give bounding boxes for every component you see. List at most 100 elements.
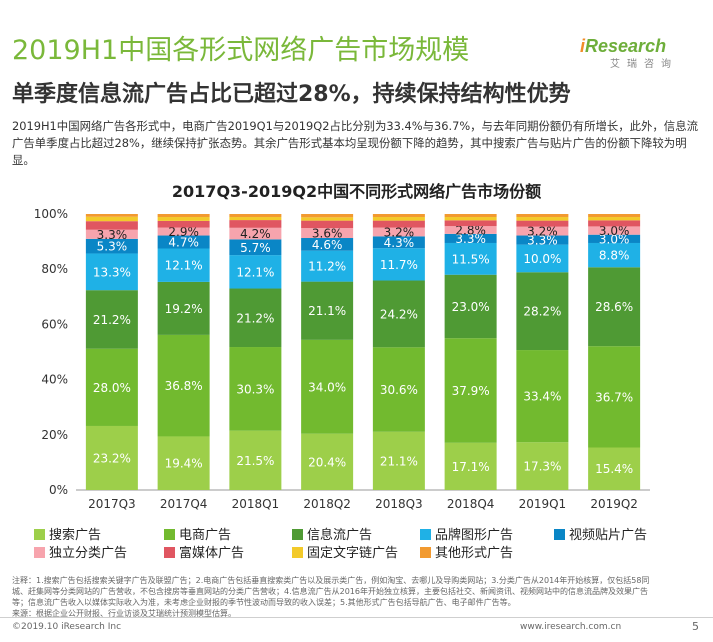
- data-label: 20.4%: [308, 455, 346, 469]
- website: www.iresearch.com.cn: [520, 622, 622, 632]
- bar-segment: [157, 235, 210, 249]
- legend-label: 搜索广告: [49, 528, 102, 543]
- data-label: 4.7%: [168, 236, 199, 250]
- data-label: 23.0%: [452, 300, 490, 314]
- bar-segment: [444, 233, 497, 243]
- data-label: 19.2%: [165, 302, 203, 316]
- bar-segment: [588, 447, 641, 490]
- bar-segment: [301, 238, 354, 251]
- iresearch-logo: iResearch 艾瑞咨询: [580, 36, 692, 76]
- data-label: 30.3%: [236, 382, 274, 396]
- logo-brand: iResearch: [580, 36, 667, 56]
- data-label: 4.6%: [312, 238, 343, 252]
- bar-segment: [444, 217, 497, 221]
- data-label: 12.1%: [236, 265, 274, 279]
- data-label: 36.8%: [165, 379, 203, 393]
- bar-segment: [516, 220, 569, 227]
- bar-segment: [301, 250, 354, 282]
- data-label: 3.0%: [599, 232, 630, 246]
- legend-item: 电商广告: [164, 524, 231, 543]
- data-label: 10.0%: [523, 252, 561, 266]
- bar-segment: [157, 217, 210, 221]
- page-subtitle: 单季度信息流广告占比已超过28%，持续保持结构性优势: [12, 82, 571, 107]
- bar-segment: [588, 214, 641, 218]
- bar-segment: [516, 217, 569, 221]
- legend-item: 独立分类广告: [34, 542, 127, 561]
- data-label: 21.5%: [236, 454, 274, 468]
- data-label: 2.8%: [455, 224, 486, 238]
- data-label: 23.2%: [93, 451, 131, 465]
- data-label: 28.6%: [595, 300, 633, 314]
- legend-swatch: [420, 547, 431, 558]
- stacked-bar-chart: 0% 20% 40% 60% 80% 100% 23.2% 28.0% 21.2% 13.3% 5.…: [34, 207, 650, 511]
- bar-segment: [85, 238, 138, 254]
- bar-segment: [85, 290, 138, 349]
- x-tick-label: 2019Q2: [590, 497, 638, 511]
- data-label: 11.2%: [308, 260, 346, 274]
- logo-cn: 艾瑞咨询: [610, 59, 678, 70]
- data-label: 11.7%: [380, 258, 418, 272]
- x-tick-label: 2018Q2: [303, 497, 351, 511]
- bar-segment: [444, 214, 497, 218]
- bar-segment: [157, 227, 210, 236]
- bar-segment: [516, 244, 569, 273]
- bar-segment: [157, 214, 210, 218]
- data-label: 12.1%: [165, 259, 203, 273]
- bar-segment: [444, 220, 497, 227]
- data-label: 8.8%: [599, 249, 630, 263]
- bar-segment: [444, 226, 497, 234]
- x-tick-label: 2018Q3: [375, 497, 423, 511]
- bar-segment: [229, 255, 282, 289]
- data-label: 5.7%: [240, 241, 271, 255]
- bar-segment: [229, 288, 282, 348]
- data-label: 11.5%: [452, 252, 490, 266]
- legend-label: 独立分类广告: [49, 546, 128, 561]
- bar-segment: [85, 425, 138, 490]
- legend-swatch: [420, 529, 431, 540]
- bar-segment: [229, 217, 282, 221]
- bar-segment: [516, 226, 569, 236]
- data-label: 19.4%: [165, 457, 203, 471]
- bar-segment: [301, 281, 354, 340]
- data-label: 17.3%: [523, 460, 561, 474]
- data-label: 2.9%: [168, 225, 199, 239]
- bar-segment: [229, 239, 282, 256]
- bar-segment: [372, 431, 425, 490]
- data-label: 17.1%: [452, 460, 490, 474]
- bar-segment: [301, 433, 354, 490]
- data-label: 13.3%: [93, 265, 131, 279]
- bar-segment: [157, 220, 210, 228]
- legend-item: 富媒体广告: [164, 542, 244, 561]
- y-tick-label: 40%: [41, 373, 68, 387]
- data-label: 30.6%: [380, 383, 418, 397]
- bar-segment: [85, 214, 138, 217]
- bar-segment: [516, 350, 569, 443]
- bar-segment: [588, 220, 641, 227]
- page-number: 5: [692, 620, 699, 633]
- bar-segment: [301, 217, 354, 221]
- copyright: ©2019.10 iResearch Inc: [12, 622, 122, 632]
- bar-segment: [85, 253, 138, 291]
- data-label: 21.2%: [236, 311, 274, 325]
- data-label: 4.2%: [240, 227, 271, 241]
- bar-segment: [516, 442, 569, 490]
- bar-segment: [588, 234, 641, 243]
- data-label: 21.1%: [380, 454, 418, 468]
- legend-label: 品牌图形广告: [435, 528, 514, 543]
- description: 2019H1中国网络广告各形式中，电商广告2019Q1与2019Q2占比分别为3…: [12, 119, 698, 167]
- data-label: 21.1%: [308, 304, 346, 318]
- x-tick-label: 2017Q4: [160, 497, 208, 511]
- bar-segment: [301, 220, 354, 229]
- bar-segment: [372, 236, 425, 249]
- data-label: 24.2%: [380, 307, 418, 321]
- legend-label: 固定文字链广告: [307, 546, 399, 561]
- data-label: 34.0%: [308, 380, 346, 394]
- bar-segment: [301, 228, 354, 239]
- bar-segment: [372, 217, 425, 221]
- bar-segment: [444, 338, 497, 443]
- bar-segment: [444, 442, 497, 490]
- legend-item: 固定文字链广告: [292, 542, 398, 561]
- legend-swatch: [292, 529, 303, 540]
- bar-segment: [516, 214, 569, 218]
- source-text: 来源：根据企业公开财报、行业访谈及艾瑞统计预测模型估算。: [12, 609, 236, 618]
